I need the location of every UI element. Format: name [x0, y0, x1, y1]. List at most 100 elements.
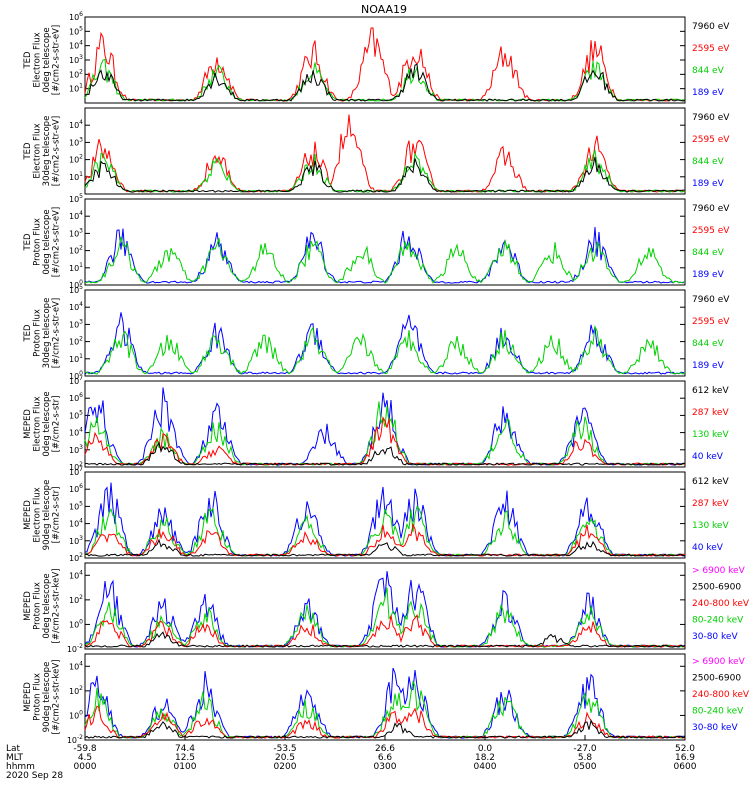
x-tick-hhmm: 0400 [474, 762, 497, 772]
legend-entry: 240-800 keV [692, 599, 750, 609]
panel-frame [84, 471, 686, 559]
y-tick-label: 104 [69, 660, 83, 671]
y-axis-label: TEDProton Flux0deg telescope[#/cm2-s-str… [23, 207, 62, 277]
y-tick-label: 100 [69, 279, 83, 290]
y-axis-label: MEPEDProton Flux90deg telescope[#/cm2-s-… [23, 660, 62, 735]
y-axis-label: TEDElectron Flux30deg telescope[#/cm2-s-… [23, 116, 62, 187]
legend-entry: 287 keV [692, 408, 729, 418]
y-tick-label: 103 [69, 136, 83, 147]
x-tick-hhmm: 0200 [274, 762, 297, 772]
legend-entry: 7960 eV [692, 113, 730, 123]
x-tick-lat: 26.6 [375, 744, 395, 754]
series-line [84, 538, 686, 557]
x-tick-lat: -27.0 [573, 744, 597, 754]
legend-entry: > 6900 keV [692, 657, 746, 667]
x-tick-lat: 0.0 [478, 744, 493, 754]
y-tick-label: 103 [69, 227, 83, 238]
panel-3: 100 101 102 103 104 105 TEDProton Flux0deg tel… [23, 193, 730, 290]
y-tick-label: 103 [69, 444, 83, 455]
panel-frame [84, 16, 686, 104]
y-tick-label: 10-2 [67, 734, 83, 745]
panel-frame [84, 289, 686, 377]
legend-entry: 844 eV [692, 66, 725, 76]
panel-frame [84, 562, 686, 650]
series-line [84, 312, 686, 375]
legend-entry: 844 eV [692, 157, 725, 167]
y-tick-label: 102 [69, 594, 83, 605]
x-tick-hhmm: 0500 [574, 762, 597, 772]
legend-entry: 844 eV [692, 339, 725, 349]
series-line [84, 63, 686, 102]
legend-entry: 2595 eV [692, 44, 730, 54]
legend-entry: 189 eV [692, 179, 725, 189]
y-tick-label: 105 [69, 193, 83, 204]
y-tick-label: 101 [69, 171, 83, 182]
x-tick-hhmm: 0000 [74, 762, 97, 772]
legend-entry: 2500-6900 [692, 674, 741, 684]
legend-entry: 240-800 keV [692, 690, 750, 700]
series-line [84, 324, 686, 375]
legend-entry: 7960 eV [692, 295, 730, 305]
y-tick-label: 104 [69, 210, 83, 221]
y-tick-label: 103 [69, 318, 83, 329]
x-tick-mlt: 6.6 [378, 753, 393, 763]
x-tick-lat: 74.4 [175, 744, 195, 754]
panel-5: 102 103 104 105 106 107 MEPEDElectron Flux0deg… [23, 375, 729, 472]
x-tick-hhmm: 0300 [374, 762, 397, 772]
panel-frame [84, 380, 686, 468]
y-axis-label: MEPEDElectron Flux0deg telescope[#/cm2-s… [23, 391, 62, 456]
panel-7: 10-2 100 102 104 MEPEDProton Flux0deg telesc… [23, 562, 750, 654]
y-tick-label: 104 [69, 119, 83, 130]
legend-entry: > 6900 keV [692, 566, 746, 576]
x-tick-hhmm: 0100 [174, 762, 197, 772]
series-line [84, 587, 685, 648]
legend-entry: 7960 eV [692, 204, 730, 214]
panel-2: 101 102 103 104 TEDElectron Flux30deg telesc… [23, 107, 730, 195]
y-tick-label: 100 [69, 370, 83, 381]
y-tick-label: 104 [69, 301, 83, 312]
y-tick-label: 102 [69, 245, 83, 256]
y-axis-label: MEPEDElectron Flux90deg telescope[#/cm2-… [23, 480, 62, 551]
y-tick-label: 103 [69, 535, 83, 546]
y-tick-label: 102 [69, 336, 83, 347]
series-line [84, 441, 686, 466]
legend-entry: 612 keV [692, 477, 729, 487]
y-tick-label: 102 [69, 552, 83, 563]
x-tick-mlt: 16.9 [675, 753, 695, 763]
row-label-lat: Lat [6, 744, 21, 754]
panel-8: 10-2 100 102 104 MEPEDProton Flux90deg teles… [23, 653, 750, 745]
legend-entry: 2595 eV [692, 135, 730, 145]
legend-entry: 80-240 keV [692, 707, 744, 717]
row-label-hhmm: hhmm [6, 762, 35, 772]
x-tick-mlt: 18.2 [475, 753, 495, 763]
legend-entry: 2500-6900 [692, 583, 741, 593]
legend-entry: 30-80 keV [692, 723, 738, 733]
y-tick-label: 106 [69, 483, 83, 494]
y-tick-label: 105 [69, 500, 83, 511]
y-tick-label: 107 [69, 466, 83, 477]
panel-4: 100 101 102 103 104 105 TEDProton Flux30deg te… [23, 284, 730, 381]
legend-entry: 7960 eV [692, 22, 730, 32]
x-tick-lat: 52.0 [675, 744, 695, 754]
y-tick-label: 102 [69, 68, 83, 79]
panel-6: 102 103 104 105 106 107 MEPEDElectron Flux90de… [23, 466, 729, 563]
y-tick-label: 101 [69, 83, 83, 94]
series-line [84, 236, 686, 284]
y-tick-label: 102 [69, 685, 83, 696]
y-tick-label: 106 [69, 392, 83, 403]
series-line [84, 482, 686, 557]
legend-entry: 189 eV [692, 88, 725, 98]
x-tick-lat: -59.8 [73, 744, 97, 754]
panel-frame [84, 107, 686, 195]
row-label-mlt: MLT [6, 753, 24, 763]
y-tick-label: 103 [69, 54, 83, 65]
y-tick-label: 105 [69, 409, 83, 420]
y-axis-label: TEDElectron Flux0deg telescope[#/cm2-s-s… [23, 25, 62, 95]
legend-entry: 612 keV [692, 386, 729, 396]
series-line [84, 58, 686, 102]
legend-entry: 189 eV [692, 270, 725, 280]
x-tick-mlt: 4.5 [78, 753, 92, 763]
y-tick-label: 107 [69, 375, 83, 386]
series-line [84, 680, 686, 739]
